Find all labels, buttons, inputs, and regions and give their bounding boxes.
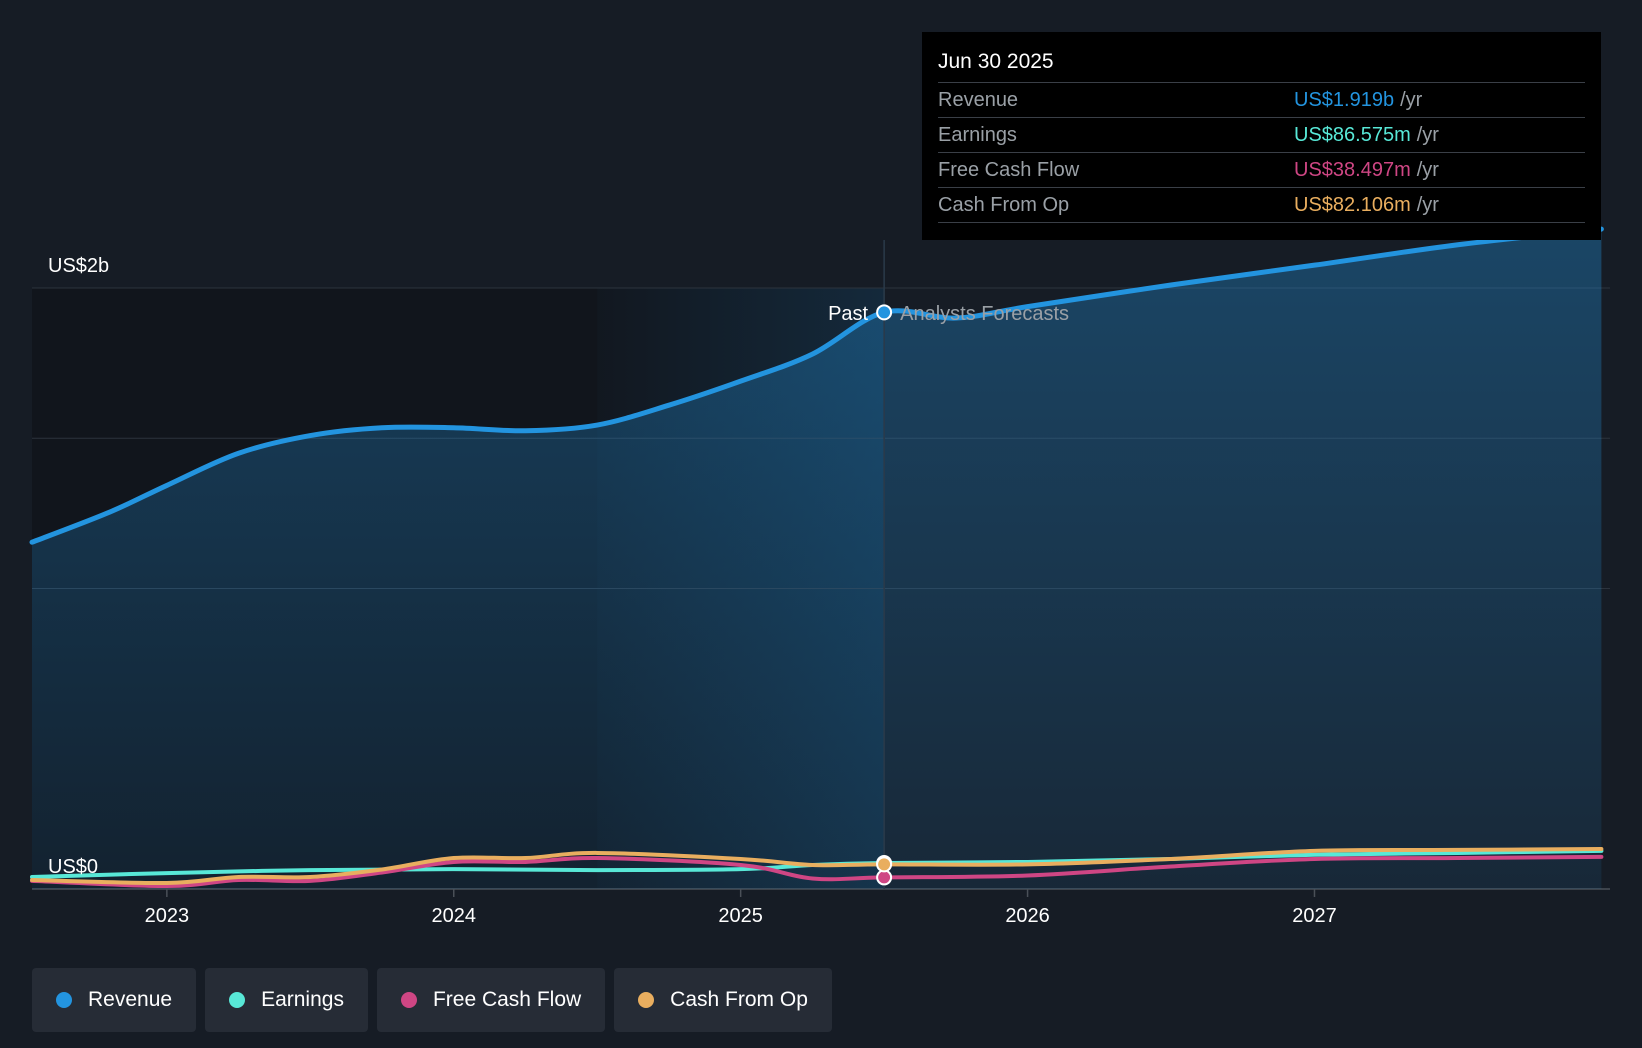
revenue-area [32,229,1602,890]
tooltip-label: Cash From Op [938,194,1070,216]
legend-dot-icon [229,992,246,1008]
past-label: Past [828,303,868,325]
legend-item-earnings[interactable]: Earnings [205,968,368,1032]
tooltip-row-earnings: Earnings US$86.575m /yr [938,118,1585,153]
tooltip-label: Earnings [938,124,1017,146]
series-line-revenue [29,226,1604,545]
legend-label: Free Cash Flow [432,988,582,1011]
tooltip-row-revenue: Revenue US$1.919b /yr [938,83,1585,118]
chart: US$2b US$0 Past Analysts Forecasts 2023 2… [29,226,1610,927]
x-tick-label: 2027 [1292,905,1337,927]
legend-label: Earnings [261,988,344,1011]
tooltip-row-free-cash-flow: Free Cash Flow US$38.497m /yr [938,153,1585,188]
tooltip-unit: /yr [1416,159,1439,181]
legend-dot-icon [638,992,655,1008]
forecast-label: Analysts Forecasts [900,303,1069,325]
legend-label: Cash From Op [670,988,808,1011]
tooltip-unit: /yr [1416,194,1439,216]
tooltip-value: US$1.919b [1294,89,1395,111]
tooltip-label: Revenue [938,89,1019,111]
legend-item-free-cash-flow[interactable]: Free Cash Flow [376,968,606,1032]
tooltip-date: Jun 30 2025 [938,46,1585,83]
legend-label: Revenue [88,988,173,1011]
y-axis-top-label: US$2b [48,255,109,277]
tooltip-unit: /yr [1400,89,1423,111]
tooltip-unit: /yr [1416,124,1439,146]
tooltip-value: US$38.497m [1294,159,1411,181]
tooltip-label: Free Cash Flow [938,159,1080,181]
legend: Revenue Earnings Free Cash Flow Cash Fro… [32,968,832,1032]
tooltip-row-cash-from-op: Cash From Op US$82.106m /yr [938,188,1585,223]
tooltip: Jun 30 2025 Revenue US$1.919b /yr Earnin… [922,32,1601,240]
marker-cash-from-op [876,856,893,873]
marker-free-cash-flow [876,869,893,886]
y-axis-bottom-label: US$0 [48,856,98,878]
x-tick-label: 2024 [432,905,477,927]
tooltip-value: US$82.106m [1294,194,1411,216]
legend-item-cash-from-op[interactable]: Cash From Op [614,968,832,1032]
x-tick-label: 2025 [718,905,763,927]
marker-revenue [876,304,893,321]
series-line-free-cash-flow [30,854,1604,888]
legend-item-revenue[interactable]: Revenue [32,968,197,1032]
legend-dot-icon [56,992,72,1008]
series-line-cash-from-op [30,847,1604,886]
legend-dot-icon [400,992,417,1008]
x-tick-label: 2023 [145,905,190,927]
x-tick-label: 2026 [1005,905,1050,927]
tooltip-value: US$86.575m [1294,124,1411,146]
